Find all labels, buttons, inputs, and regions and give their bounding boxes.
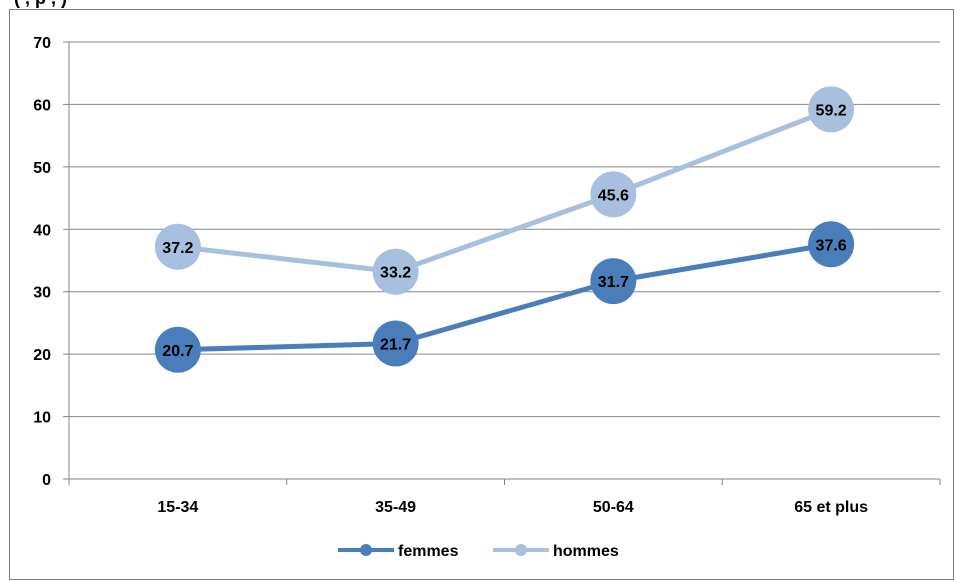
legend-marker-femmes bbox=[360, 544, 372, 556]
data-label-femmes: 31.7 bbox=[598, 274, 629, 291]
y-tick-label: 10 bbox=[33, 410, 51, 427]
x-axis-ticks: 15-34 35-49 50-64 65 et plus bbox=[157, 499, 868, 516]
data-point-femmes bbox=[154, 326, 201, 373]
data-label-hommes: 33.2 bbox=[380, 265, 411, 282]
data-label-femmes: 20.7 bbox=[162, 343, 193, 360]
legend-label-femmes: femmes bbox=[398, 543, 459, 560]
data-label-femmes: 37.6 bbox=[816, 237, 847, 254]
x-tick-label: 65 et plus bbox=[794, 499, 868, 516]
data-point-hommes bbox=[590, 171, 637, 218]
data-point-hommes bbox=[372, 248, 419, 295]
data-label-hommes: 59.2 bbox=[816, 102, 847, 119]
gridlines bbox=[69, 41, 940, 418]
x-tick-label: 15-34 bbox=[157, 499, 198, 516]
y-tick-label: 20 bbox=[33, 347, 51, 364]
y-tick-label: 50 bbox=[33, 160, 51, 177]
data-label-hommes: 45.6 bbox=[598, 187, 629, 204]
x-tick-label: 50-64 bbox=[593, 499, 634, 516]
x-tick-label: 35-49 bbox=[375, 499, 416, 516]
y-tick-label: 40 bbox=[33, 222, 51, 239]
data-label-femmes: 21.7 bbox=[380, 337, 411, 354]
data-point-femmes bbox=[808, 221, 855, 268]
chart-title-partial: ( , p , ) bbox=[14, 0, 67, 9]
data-label-hommes: 37.2 bbox=[162, 240, 193, 257]
data-point-femmes bbox=[372, 320, 419, 367]
y-tick-label: 0 bbox=[42, 472, 51, 489]
series-line-hommes bbox=[175, 106, 834, 275]
data-point-hommes bbox=[808, 86, 855, 133]
series-group: 37.2 33.2 45.6 59.2 20.7 21.7 31.7 37.6 bbox=[154, 86, 855, 373]
y-tick-label: 30 bbox=[33, 285, 51, 302]
y-tick-label: 60 bbox=[33, 97, 51, 114]
axes bbox=[63, 41, 941, 485]
legend-marker-hommes bbox=[515, 544, 527, 556]
y-axis-ticks: 0 10 20 30 40 50 60 70 bbox=[33, 35, 51, 489]
data-point-femmes bbox=[590, 258, 637, 305]
legend-label-hommes: hommes bbox=[553, 543, 619, 560]
legend: femmes hommes bbox=[338, 543, 619, 560]
y-tick-label: 70 bbox=[33, 35, 51, 52]
data-point-hommes bbox=[154, 223, 201, 270]
series-line-femmes bbox=[175, 241, 834, 353]
